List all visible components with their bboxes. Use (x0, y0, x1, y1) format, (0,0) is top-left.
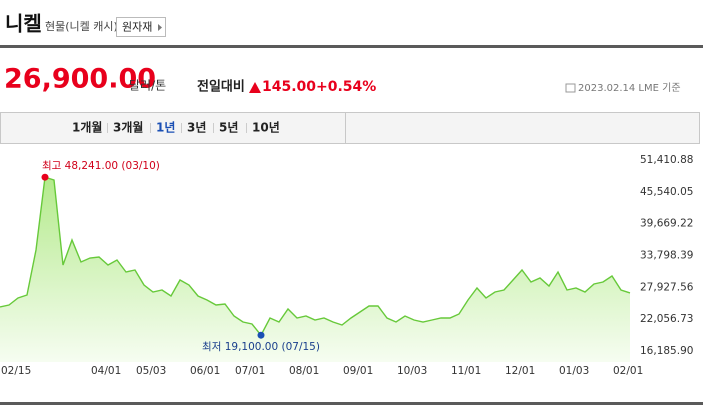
x-tick-label: 04/01 (91, 365, 121, 377)
x-tick-label: 11/01 (451, 365, 481, 377)
bottom-divider (0, 402, 703, 405)
button-box[interactable] (116, 17, 166, 37)
y-tick-label: 45,540.05 (640, 186, 693, 198)
period-tab[interactable]: 3개월 (113, 120, 143, 135)
high-marker (41, 173, 49, 181)
date-icon (565, 83, 576, 93)
x-tick-label: 05/03 (136, 365, 166, 377)
y-tick-label: 39,669.22 (640, 218, 693, 230)
line (0, 176, 631, 337)
divider (0, 45, 703, 48)
low-marker (257, 331, 265, 339)
button[interactable]: 원자재 (122, 21, 152, 34)
change-pct: +0.54% (316, 79, 376, 95)
period-tab[interactable]: 1년 (156, 121, 175, 135)
x-tick-label: 10/03 (397, 365, 427, 377)
price-unit: 달러/톤 (129, 79, 166, 93)
x-tick-label: 02/01 (613, 365, 643, 377)
up-arrow (249, 82, 261, 93)
area (0, 177, 630, 362)
button-arrow (158, 24, 162, 31)
y-tick-label: 16,185.90 (640, 345, 693, 357)
x-tick-label: 01/03 (559, 365, 589, 377)
x-tick-label: 02/15 (1, 365, 31, 377)
y-tick-label: 22,056.73 (640, 313, 693, 325)
title: 니켈 (5, 12, 42, 36)
y-tick-label: 33,798.39 (640, 250, 693, 262)
price: 26,900.00 (4, 64, 156, 95)
period-tab[interactable]: 5년 (219, 121, 238, 135)
high-label: 최고 48,241.00 (03/10) (42, 160, 160, 172)
x-tick-label: 08/01 (289, 365, 319, 377)
tab-bar (0, 112, 700, 144)
change-label: 전일대비 (197, 79, 245, 95)
x-tick-label: 07/01 (235, 365, 265, 377)
subtitle: 현물(니켈 캐시) (45, 20, 118, 33)
x-tick-label: 12/01 (505, 365, 535, 377)
period-tab[interactable]: 3년 (187, 121, 206, 135)
x-tick-label: 06/01 (190, 365, 220, 377)
period-tab[interactable]: 10년 (252, 121, 280, 135)
date: 2023.02.14 LME 기준 (578, 82, 681, 94)
y-tick-label: 27,927.56 (640, 281, 694, 293)
x-tick-label: 09/01 (343, 365, 373, 377)
low-label: 최저 19,100.00 (07/15) (202, 341, 320, 353)
change: 145.00 (262, 79, 316, 95)
y-tick-label: 51,410.88 (640, 154, 693, 166)
period-tab[interactable]: 1개월 (72, 120, 102, 135)
